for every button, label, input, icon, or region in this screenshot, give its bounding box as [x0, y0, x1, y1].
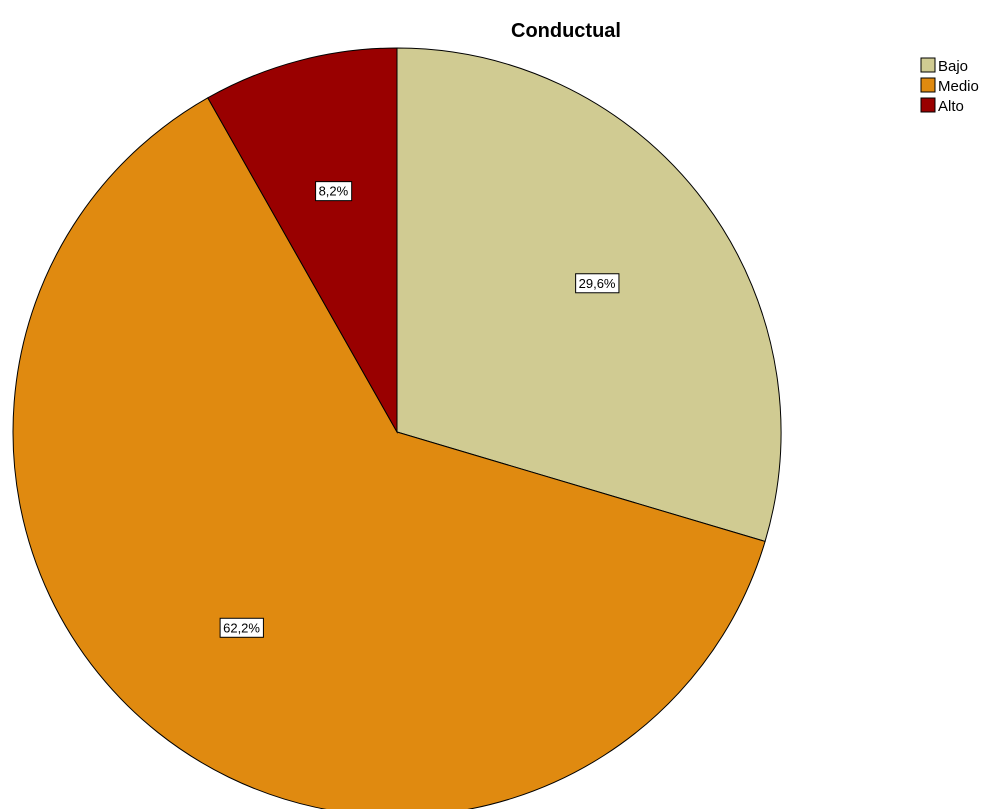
data-label-box [219, 617, 264, 638]
data-label-text: 62,2% [223, 620, 260, 635]
data-label-bajo: 29,6% [575, 273, 620, 294]
legend-label-medio: Medio [938, 78, 979, 95]
legend: Bajo Medio Alto [920, 57, 979, 115]
slices-layer [12, 47, 782, 809]
data-label-alto: 8,2% [315, 181, 353, 202]
chart-title: Conductual [511, 20, 621, 42]
data-label-medio: 62,2% [219, 617, 264, 638]
legend-swatch-medio [920, 77, 936, 93]
legend-swatch-bajo [920, 57, 936, 73]
pie-slice-alto [207, 47, 398, 434]
legend-label-bajo: Bajo [938, 58, 968, 75]
legend-label-alto: Alto [938, 98, 964, 115]
data-label-box [575, 273, 620, 294]
legend-swatch-alto [920, 97, 936, 113]
data-label-box [315, 181, 353, 202]
pie-slice-medio [12, 97, 766, 809]
data-labels-layer: 29,6% 62,2% 8,2% [219, 181, 620, 638]
data-label-text: 29,6% [579, 276, 616, 291]
data-label-text: 8,2% [319, 184, 349, 199]
pie-slice-bajo [396, 47, 782, 543]
